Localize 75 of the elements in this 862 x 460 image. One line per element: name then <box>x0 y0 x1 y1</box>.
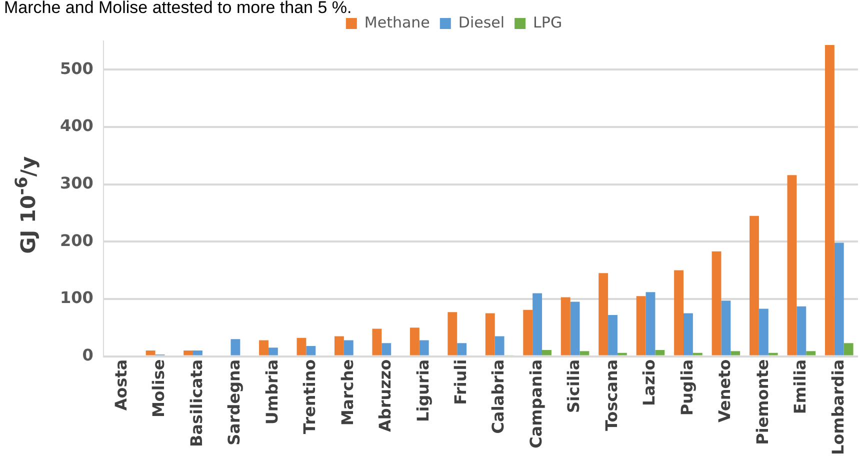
x-tick-label: Sicilia <box>564 359 584 414</box>
x-tick-label: Sardegna <box>224 359 244 446</box>
bar <box>617 352 627 356</box>
x-tick-label: Abruzzo <box>376 359 395 432</box>
bar <box>419 340 429 356</box>
x-tick-label: Campania <box>526 359 546 448</box>
bar <box>806 351 816 356</box>
bar <box>344 340 354 356</box>
x-tick-label: Calabria <box>488 359 508 434</box>
bar <box>598 273 608 356</box>
bar <box>674 270 684 356</box>
y-tick-label: 200 <box>60 230 94 250</box>
x-tick-label: Lazio <box>640 359 659 406</box>
x-tick-label: Puglia <box>677 359 696 416</box>
bar <box>523 310 533 356</box>
text: Marche and Molise attested to more than 5 %. <box>4 0 352 18</box>
bar <box>758 308 768 356</box>
x-tick-label: Liguria <box>413 359 432 422</box>
bar <box>296 338 306 356</box>
bar <box>684 313 693 356</box>
x-tick-label: Aosta <box>111 359 130 411</box>
x-tick-label: Marche <box>338 359 357 426</box>
bar <box>646 292 656 356</box>
x-tick-label: Lombardia <box>828 359 848 455</box>
bar <box>372 328 382 356</box>
bar <box>692 352 702 356</box>
x-tick-label: Friuli <box>450 359 470 405</box>
bar <box>580 351 590 356</box>
bar <box>655 350 665 356</box>
bar <box>259 340 268 356</box>
y-tick-label: 100 <box>60 288 94 308</box>
bar <box>382 343 392 356</box>
bar <box>796 306 806 356</box>
bar <box>834 242 844 356</box>
x-tick-label: Veneto <box>715 359 734 423</box>
bar <box>636 296 646 356</box>
bar <box>306 346 316 356</box>
bar <box>608 314 618 356</box>
bar <box>457 343 467 356</box>
x-tick-label: Emilia <box>790 359 810 414</box>
bar <box>824 45 834 356</box>
bar <box>494 336 504 356</box>
bar <box>730 351 740 356</box>
bar <box>230 339 240 356</box>
bar <box>485 313 495 356</box>
x-tick-label: Piemonte <box>752 359 772 445</box>
bar <box>768 352 778 356</box>
bar <box>844 343 854 356</box>
y-tick-label: 300 <box>60 173 94 192</box>
bar <box>334 336 344 356</box>
x-tick-label: Molise <box>149 359 168 418</box>
x-tick-label: Umbria <box>262 359 282 425</box>
bar <box>193 350 202 356</box>
bar <box>787 175 797 356</box>
bar <box>268 348 278 356</box>
x-tick-label: Trentino <box>300 359 320 434</box>
y-tick-label: 500 <box>60 58 94 78</box>
bar <box>146 350 156 356</box>
y-tick-label: 400 <box>60 116 94 136</box>
bar <box>712 251 722 356</box>
bar <box>570 302 580 356</box>
bar <box>448 312 458 356</box>
bar <box>184 350 194 356</box>
x-tick-label: Toscana <box>602 359 621 432</box>
bar <box>750 216 759 356</box>
x-tick-label: Basilicata <box>186 359 206 447</box>
bar <box>721 300 731 356</box>
legend-label: Methane <box>364 13 430 32</box>
y-tick-label: 0 <box>82 345 94 364</box>
bar <box>532 293 542 356</box>
legend-label: Diesel <box>458 13 505 32</box>
bar <box>410 328 420 356</box>
bar <box>560 297 570 356</box>
bar <box>542 350 552 356</box>
legend-label: LPG <box>533 13 562 32</box>
